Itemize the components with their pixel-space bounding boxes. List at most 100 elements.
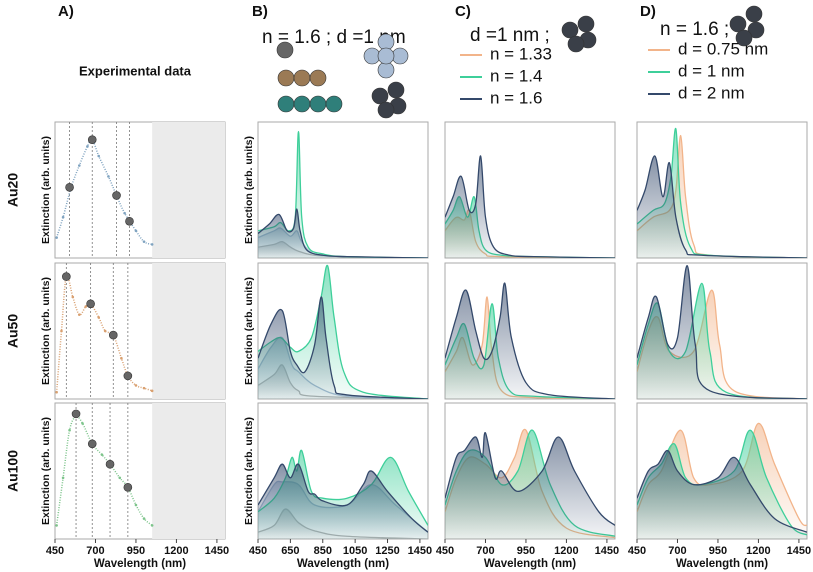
data-point [77, 164, 81, 167]
x-tick-label: 1050 [343, 545, 367, 557]
data-point [84, 305, 88, 308]
plot-area [55, 403, 225, 539]
data-point [120, 356, 123, 360]
curve [445, 282, 615, 399]
data-point [61, 215, 65, 219]
x-tick-label: 450 [628, 545, 646, 557]
data-point [134, 503, 138, 507]
y-axis-label: Extinction (arb. units) [243, 277, 255, 385]
x-axis-label: Wavelength (nm) [676, 558, 768, 570]
peak-marker [71, 409, 81, 419]
x-tick-label: 450 [249, 545, 267, 557]
plot-area [55, 122, 225, 258]
plot-area [445, 155, 615, 258]
plot-area [258, 264, 428, 399]
data-point [60, 329, 63, 333]
y-axis-label: Extinction (arb. units) [40, 417, 52, 525]
panel-letter: B) [252, 3, 268, 20]
row-label: Au100 [5, 450, 21, 492]
data-point [134, 384, 138, 387]
plot-area [637, 128, 807, 258]
peak-marker [62, 272, 71, 281]
x-tick-label: 950 [517, 545, 535, 557]
peak-marker [123, 483, 133, 492]
data-point [118, 476, 122, 480]
shaded-region [152, 403, 225, 539]
peak-marker [125, 216, 134, 226]
data-point [77, 313, 81, 316]
x-axis-label: Wavelength (nm) [484, 558, 576, 570]
x-axis-label: Wavelength (nm) [297, 558, 389, 570]
data-point [123, 211, 126, 215]
area-fill [637, 265, 807, 399]
data-point [150, 389, 154, 393]
curve [637, 155, 807, 258]
shaded-region [152, 263, 225, 399]
x-tick-label: 1450 [205, 545, 229, 557]
y-axis-label: Extinction (arb. units) [40, 136, 52, 244]
area-fill [258, 209, 428, 258]
column-title: Experimental data [79, 63, 192, 78]
data-point [103, 329, 107, 333]
area-fill [258, 131, 428, 258]
x-tick-label: 950 [709, 545, 727, 557]
panel-letter: A) [58, 3, 74, 20]
plot-area [258, 449, 428, 539]
data-point [97, 316, 101, 319]
data-point [68, 428, 71, 432]
plot-area [637, 422, 807, 539]
cluster-icons [276, 5, 765, 119]
curve [637, 449, 807, 533]
data-point [100, 453, 104, 456]
peak-marker [108, 330, 118, 340]
x-tick-label: 650 [281, 545, 299, 557]
plot-area [637, 265, 807, 399]
data-point [142, 240, 146, 243]
x-tick-label: 700 [86, 545, 104, 557]
x-axis-label: Wavelength (nm) [94, 558, 186, 570]
x-tick-label: 1250 [375, 545, 399, 557]
data-point [134, 229, 138, 233]
x-tick-label: 1200 [554, 545, 578, 557]
peak-marker [112, 191, 121, 200]
plot-area [55, 263, 225, 399]
curve [637, 265, 807, 399]
plot-area [445, 428, 615, 539]
y-axis-label: Extinction (arb. units) [40, 277, 52, 385]
plot-area [258, 130, 428, 258]
peak-marker [105, 459, 115, 469]
x-tick-label: 1200 [164, 545, 188, 557]
plot-area [445, 282, 615, 399]
area-fill [637, 155, 807, 258]
row-label: Au50 [5, 314, 21, 348]
legend-label: n = 1.4 [490, 66, 542, 85]
column-title: n = 1.6 ; [660, 19, 729, 40]
legend-label: d = 0.75 nm [678, 39, 768, 58]
curve [445, 432, 615, 526]
panel-letter: C) [455, 3, 471, 20]
legend-label: d = 1 nm [678, 61, 745, 80]
y-axis-label: Extinction (arb. units) [243, 417, 255, 525]
x-tick-label: 850 [314, 545, 332, 557]
data-point [150, 243, 154, 246]
area-fill [258, 296, 428, 399]
area-fill [637, 450, 807, 539]
data-point [150, 524, 154, 527]
x-tick-label: 700 [668, 545, 686, 557]
data-point [86, 145, 89, 148]
curve [258, 296, 428, 399]
area-fill [445, 283, 615, 399]
x-tick-label: 450 [46, 545, 64, 557]
curve [258, 463, 428, 533]
area-fill [258, 265, 428, 399]
peak-marker [87, 135, 97, 144]
curve [445, 155, 615, 258]
peak-marker [65, 182, 74, 192]
data-point [142, 386, 146, 390]
data-point [81, 422, 84, 425]
data-point [61, 476, 65, 480]
data-point [97, 154, 101, 158]
area-fill [637, 128, 807, 258]
peak-marker [87, 439, 97, 449]
area-fill [445, 155, 615, 258]
